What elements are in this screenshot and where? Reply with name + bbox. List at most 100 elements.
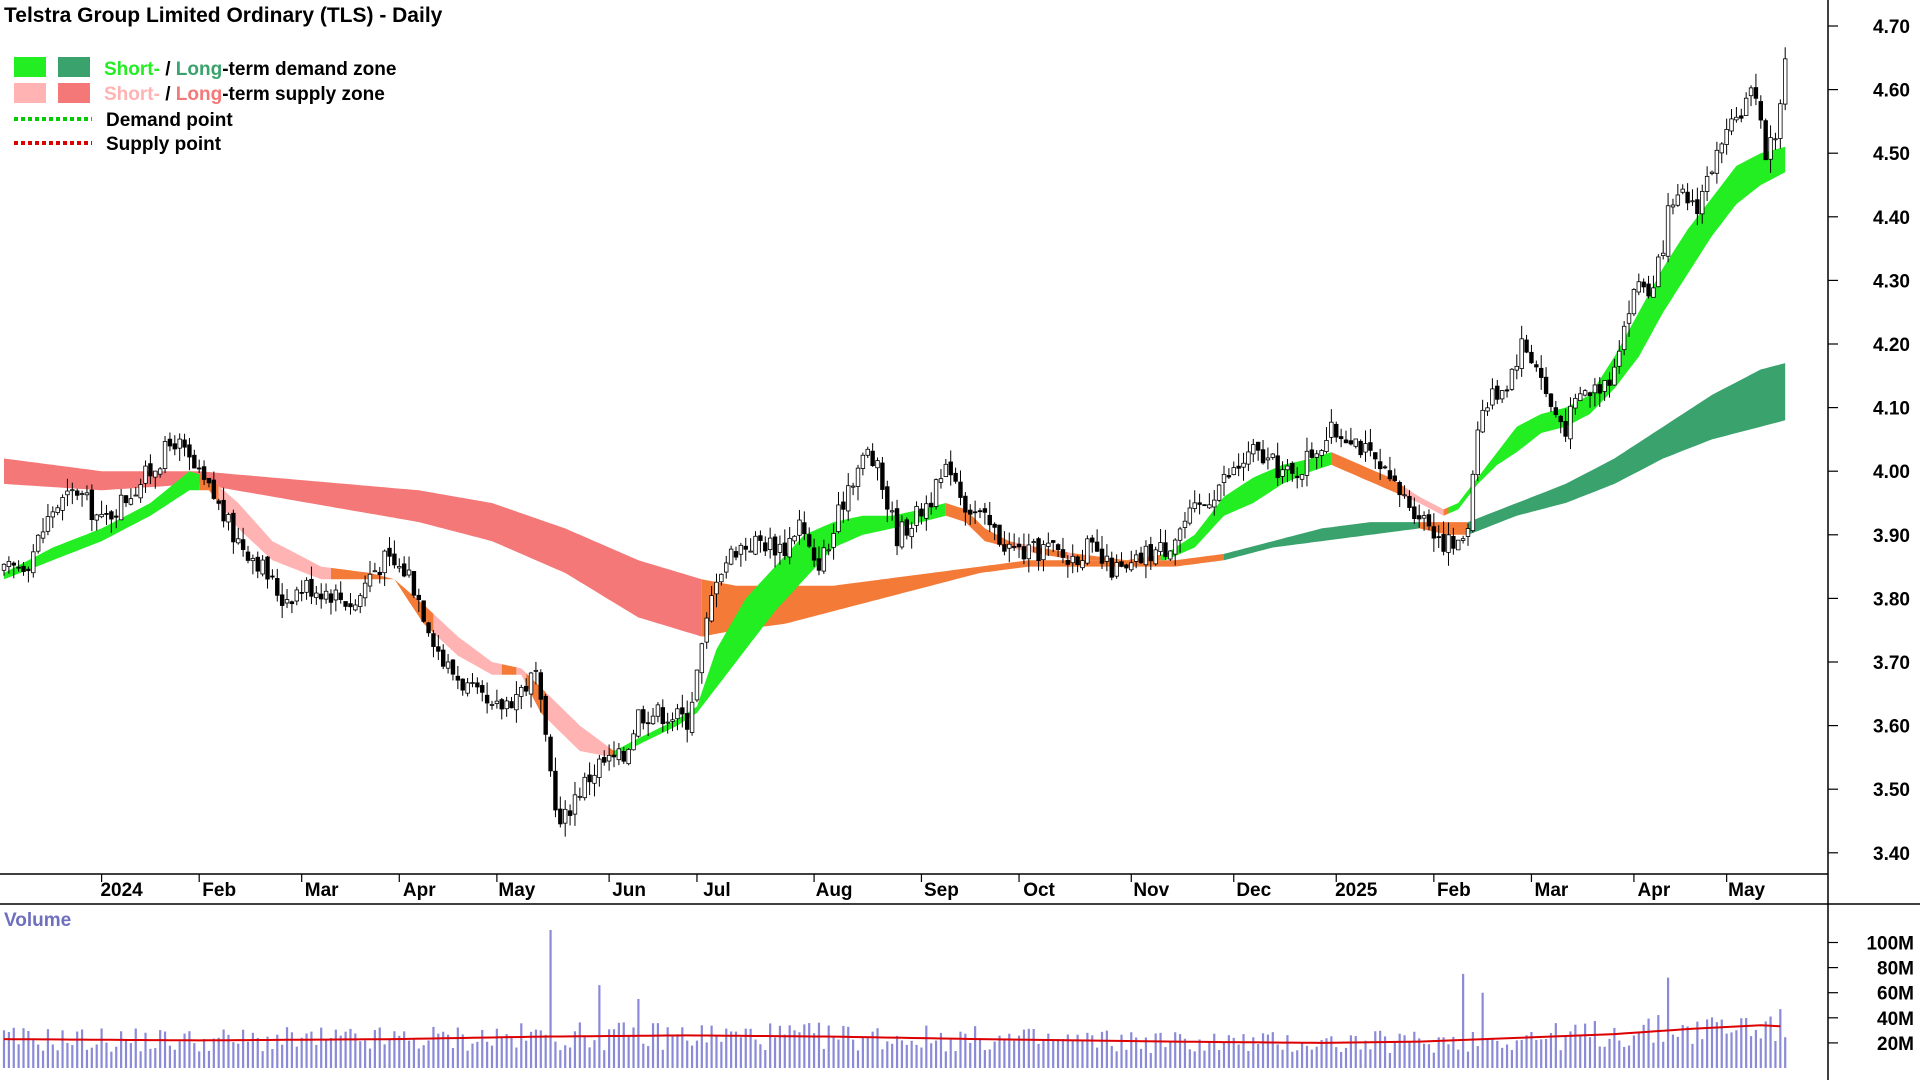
candle xyxy=(309,566,314,605)
candle xyxy=(455,666,461,690)
candle xyxy=(1412,497,1417,524)
candle xyxy=(1182,512,1188,539)
candle xyxy=(128,488,134,506)
volume-moving-average xyxy=(3,1024,1781,1044)
candle xyxy=(641,705,646,730)
candle xyxy=(660,699,665,733)
candle xyxy=(445,654,451,674)
candle xyxy=(1763,118,1768,161)
candle xyxy=(811,538,817,567)
candle xyxy=(1592,378,1598,407)
candle xyxy=(1236,453,1241,477)
candle xyxy=(1646,275,1651,299)
candle xyxy=(1338,428,1344,448)
candle xyxy=(1607,372,1612,398)
candle xyxy=(831,523,836,560)
candle xyxy=(1558,414,1563,434)
candle xyxy=(1582,389,1588,397)
candle xyxy=(724,555,729,579)
short-term-zone xyxy=(1160,452,1332,561)
candle xyxy=(577,787,583,801)
candle xyxy=(450,659,456,681)
candle xyxy=(475,677,480,694)
candle xyxy=(240,527,246,557)
candle xyxy=(1129,550,1134,572)
candle xyxy=(377,566,382,584)
price-tick-label: 3.40 xyxy=(1873,844,1910,865)
candle xyxy=(1202,504,1207,507)
candle xyxy=(1255,441,1261,461)
candle xyxy=(1475,421,1480,482)
candle xyxy=(753,531,758,556)
price-tick-label: 3.80 xyxy=(1873,589,1910,610)
candle xyxy=(26,566,31,583)
candle xyxy=(514,681,519,723)
candle xyxy=(763,536,768,557)
candle xyxy=(392,540,397,569)
candle xyxy=(1709,170,1715,176)
candle xyxy=(221,487,226,528)
candle xyxy=(1504,385,1510,398)
candle xyxy=(196,459,202,473)
volume-title: Volume xyxy=(4,910,71,931)
candle xyxy=(275,568,280,602)
candle xyxy=(885,480,890,523)
candle xyxy=(1739,108,1744,123)
candle xyxy=(1119,552,1124,568)
candle xyxy=(1011,533,1017,551)
legend-supply-zone: Short- / Long-term supply zone xyxy=(104,84,385,105)
candle xyxy=(216,498,221,511)
candle xyxy=(865,446,870,459)
candle xyxy=(138,478,143,503)
candle xyxy=(236,527,241,545)
candle xyxy=(1441,521,1446,556)
legend-demand-zone: Short- / Long-term demand zone xyxy=(104,59,396,80)
candle xyxy=(714,573,719,608)
candle xyxy=(1539,355,1544,390)
chart-title: Telstra Group Limited Ordinary (TLS) - D… xyxy=(4,4,443,27)
date-tick-label: Dec xyxy=(1236,880,1271,901)
candle xyxy=(972,500,978,524)
candle xyxy=(582,772,587,801)
candle xyxy=(231,509,236,554)
short-term-zone xyxy=(1404,487,1444,516)
candle xyxy=(1177,526,1183,553)
candle xyxy=(553,757,558,818)
candle xyxy=(1016,537,1022,558)
short-term-zone xyxy=(1072,553,1161,561)
candle xyxy=(538,669,543,713)
candle xyxy=(963,492,968,526)
candle xyxy=(1002,531,1007,556)
candle xyxy=(533,661,539,685)
candle xyxy=(1314,450,1319,470)
candle xyxy=(504,696,509,717)
candle xyxy=(807,527,812,549)
candle xyxy=(587,762,592,796)
date-tick-label: 2024 xyxy=(100,880,143,901)
legend-swatch-short-supply xyxy=(14,83,46,103)
date-tick-label: Mar xyxy=(1535,880,1569,901)
legend-sep: / xyxy=(160,84,176,105)
candle xyxy=(1548,393,1554,412)
candle xyxy=(1041,540,1046,572)
volume-tick-label: 60M xyxy=(1877,984,1914,1005)
candle xyxy=(733,546,739,561)
candle xyxy=(558,796,563,828)
candle xyxy=(1543,367,1549,398)
candle xyxy=(1480,399,1485,434)
short-term-zone xyxy=(1331,452,1405,497)
candle xyxy=(70,482,75,505)
candle xyxy=(343,601,348,611)
candle xyxy=(728,545,734,566)
short-term-zone xyxy=(218,486,331,580)
candle xyxy=(401,556,407,578)
candle xyxy=(1309,442,1315,459)
candle xyxy=(1143,540,1149,579)
candle xyxy=(611,741,617,768)
legend-rest: -term demand zone xyxy=(222,59,396,80)
short-term-zone xyxy=(501,664,517,675)
candle xyxy=(1421,511,1427,531)
candle xyxy=(899,515,905,550)
candle xyxy=(904,517,909,540)
candle xyxy=(675,703,680,731)
